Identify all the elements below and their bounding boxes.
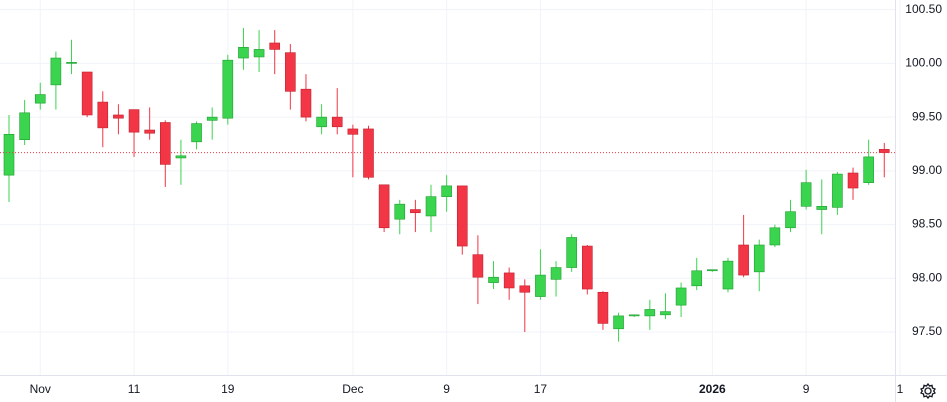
candle-body	[503, 272, 515, 289]
candle-body	[707, 269, 718, 272]
candle-body	[50, 57, 62, 86]
x-tick-label: 1	[897, 382, 904, 396]
candle-body	[363, 128, 374, 178]
candle-body	[19, 112, 30, 140]
candle-body	[753, 244, 765, 273]
gear-center	[924, 387, 932, 395]
candle-body	[550, 267, 562, 280]
candle-body	[175, 155, 187, 159]
candle-body	[378, 184, 390, 229]
candle-body	[206, 116, 218, 121]
candle-body	[456, 185, 468, 247]
y-tick-label: 100.00	[905, 56, 942, 70]
x-tick-label: 9	[443, 382, 450, 396]
candle-body	[253, 49, 265, 58]
candle-body	[597, 291, 609, 324]
candle-body	[847, 172, 859, 189]
candle-body	[347, 128, 359, 135]
candle-body	[128, 109, 140, 133]
candle-body	[675, 287, 687, 306]
candle-body	[97, 101, 109, 129]
y-tick-label: 99.50	[912, 109, 942, 123]
candle-body	[519, 285, 531, 293]
candle-body	[582, 245, 593, 290]
candle-body	[34, 94, 46, 104]
candle-body	[113, 114, 124, 119]
candle-body	[191, 123, 202, 143]
candle-body	[331, 116, 343, 128]
x-tick-label: 19	[221, 382, 235, 396]
candle-body	[269, 42, 281, 50]
settings-icon[interactable]	[920, 382, 936, 400]
candle-body	[238, 46, 249, 59]
candle-body	[300, 88, 312, 118]
candle-body	[316, 116, 327, 128]
candle-body	[285, 52, 296, 92]
candle-body	[769, 227, 781, 246]
gear-outline	[920, 382, 936, 400]
candle-body	[66, 62, 77, 64]
candle-body	[472, 254, 484, 278]
x-tick-label: Dec	[342, 382, 363, 396]
candle-body	[800, 182, 812, 207]
candle-body	[660, 311, 671, 316]
candle-body	[160, 122, 171, 165]
candle-body	[738, 244, 749, 276]
candle-body	[628, 314, 640, 317]
candle-body	[878, 149, 890, 153]
y-tick-label: 100.50	[905, 2, 942, 16]
candle-body	[425, 196, 437, 217]
candle-body	[691, 270, 703, 287]
candle-body	[488, 276, 499, 283]
x-tick-label: Nov	[30, 382, 51, 396]
x-tick-label: 9	[803, 382, 810, 396]
candle-body	[535, 274, 546, 297]
candle-body	[644, 309, 656, 317]
y-tick-label: 98.00	[912, 270, 942, 284]
candle-body	[832, 173, 843, 208]
x-tick-label: 11	[128, 382, 141, 396]
y-tick-label: 99.00	[912, 163, 942, 177]
candle-body	[441, 185, 452, 197]
candle-body	[613, 315, 624, 330]
candle-body	[722, 260, 734, 290]
candle-body	[816, 206, 828, 210]
candle-body	[3, 134, 15, 176]
y-tick-label: 97.50	[912, 324, 942, 338]
candle-body	[81, 71, 93, 116]
candle-body	[144, 129, 155, 134]
candle-body	[863, 156, 874, 183]
y-tick-label: 98.50	[912, 217, 942, 231]
candle-body	[566, 237, 577, 268]
x-tick-label: 2026	[699, 382, 726, 396]
candle-body	[785, 211, 796, 229]
x-tick-label: 17	[534, 382, 548, 396]
candle-body	[222, 59, 234, 119]
candle-body	[394, 203, 406, 220]
candle-body	[410, 209, 421, 214]
